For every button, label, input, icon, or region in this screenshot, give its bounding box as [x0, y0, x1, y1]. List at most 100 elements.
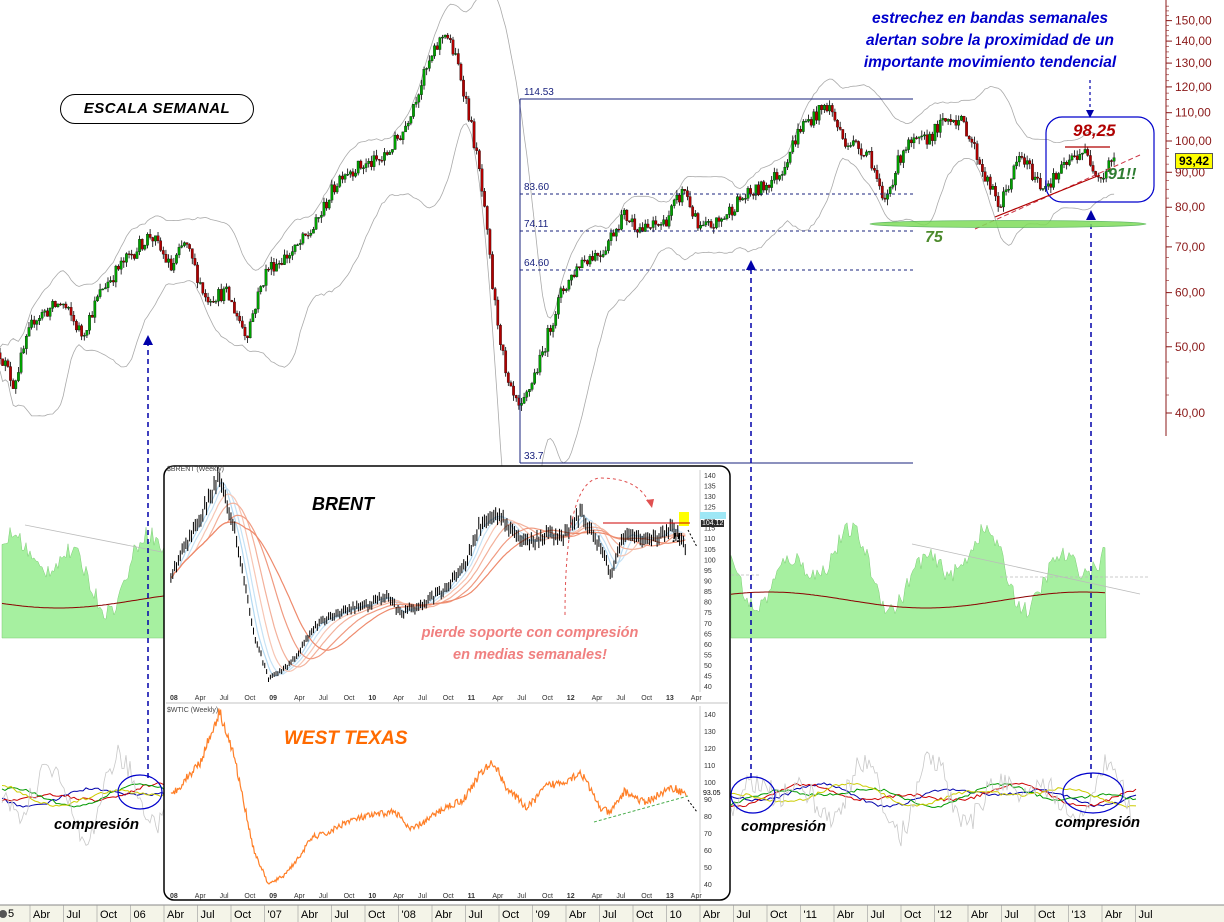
candle-body — [728, 206, 731, 215]
candle-body — [959, 116, 963, 121]
brent-tick-label: 95 — [704, 568, 712, 575]
brent-x-tick: Jul — [418, 695, 427, 702]
wti-tick-label: 40 — [704, 882, 712, 889]
candle-body — [198, 282, 202, 284]
candle-body — [670, 205, 673, 216]
candle-body — [543, 351, 547, 353]
candle-body — [875, 170, 879, 179]
candle-body — [657, 224, 660, 226]
time-tick-label: Abr — [837, 909, 854, 921]
candle-body — [649, 227, 652, 229]
candle-body — [417, 94, 421, 103]
candle-body — [957, 120, 961, 126]
candle-body — [1057, 173, 1061, 180]
note-line-2: alertan sobre la proximidad de un — [865, 32, 1115, 49]
brent-x-tick: 10 — [368, 695, 376, 702]
brent-tick-label: 65 — [704, 631, 712, 638]
candle-body — [285, 254, 289, 259]
brent-moving-average — [170, 502, 686, 668]
candle-body — [791, 140, 795, 153]
time-tick-label: Abr — [703, 909, 720, 921]
wti-tick-label: 80 — [704, 814, 712, 821]
candle-body — [854, 140, 858, 142]
candle-body — [888, 186, 892, 195]
candle-body — [51, 301, 55, 309]
candle-body — [351, 171, 355, 177]
candle-body — [572, 274, 576, 277]
candle-body — [857, 141, 860, 149]
candle-body — [902, 150, 905, 163]
candle-body — [578, 266, 581, 269]
time-tick-label: Jul — [737, 909, 751, 921]
candle-body — [348, 171, 352, 175]
candle-body — [923, 134, 926, 137]
candle-body — [591, 256, 594, 261]
candle-body — [427, 60, 431, 69]
candle-body — [322, 201, 326, 216]
candle-body — [75, 321, 78, 331]
time-tick-label: Oct — [1038, 909, 1055, 921]
candle-body — [886, 193, 889, 200]
candle-body — [533, 372, 536, 384]
candle-body — [546, 328, 550, 352]
candle-body — [762, 181, 766, 191]
wti-x-tick: Jul — [220, 893, 229, 900]
time-tick-label: '11 — [804, 909, 818, 921]
candle-body — [272, 262, 276, 272]
candle-body — [1094, 171, 1097, 176]
brent-x-tick: 12 — [567, 695, 575, 702]
compression-note: estrechez en bandas semanales alertan so… — [800, 8, 1180, 74]
candle-body — [375, 155, 378, 160]
wti-x-tick: Oct — [244, 893, 255, 900]
price-tick-label: 60,00 — [1175, 286, 1205, 300]
candle-body — [936, 124, 939, 133]
candle-body — [214, 300, 218, 303]
candle-body — [1089, 155, 1092, 166]
candle-body — [230, 300, 234, 303]
candle-body — [288, 255, 292, 259]
candle-body — [17, 372, 20, 381]
candle-body — [651, 220, 655, 228]
candle-body — [319, 215, 323, 218]
wti-down-arrow — [687, 799, 698, 813]
candle-body — [622, 209, 626, 215]
candle-body — [298, 243, 302, 245]
candle-body — [933, 124, 937, 141]
wti-x-tick: Oct — [641, 893, 652, 900]
price-tick-label: 140,00 — [1175, 34, 1212, 48]
candle-body — [617, 228, 621, 231]
candle-body — [612, 232, 616, 237]
wti-support-trendline — [593, 795, 689, 823]
candle-body — [456, 53, 460, 65]
candle-body — [759, 181, 763, 196]
brent-tick-label: 55 — [704, 653, 712, 660]
candle-body — [1010, 178, 1013, 190]
brent-x-tick: Jul — [517, 695, 526, 702]
candle-body — [385, 152, 389, 155]
candle-body — [794, 140, 797, 145]
candle-body — [915, 137, 918, 139]
candle-body — [119, 260, 123, 270]
candle-body — [562, 288, 565, 292]
brent-x-tick: Oct — [443, 695, 454, 702]
candle-body — [72, 315, 76, 322]
candle-body — [844, 138, 847, 147]
wti-price-line — [170, 708, 687, 885]
arrow-head-middle — [746, 260, 756, 270]
candle-body — [238, 315, 242, 322]
candle-body — [193, 258, 197, 266]
candle-body — [132, 254, 136, 259]
candle-body — [6, 360, 10, 367]
candle-body — [262, 285, 265, 287]
candle-body — [267, 268, 270, 271]
fib-level-label: 74.11 — [524, 219, 549, 230]
candle-body — [1102, 178, 1105, 180]
candle-body — [754, 184, 758, 196]
candle-body — [630, 218, 634, 223]
candle-body — [259, 286, 263, 292]
candle-body — [61, 303, 65, 306]
candle-body — [143, 245, 147, 250]
arrow-head-left — [143, 335, 153, 345]
candle-body — [235, 313, 239, 317]
compression-circle-middle — [730, 776, 776, 814]
